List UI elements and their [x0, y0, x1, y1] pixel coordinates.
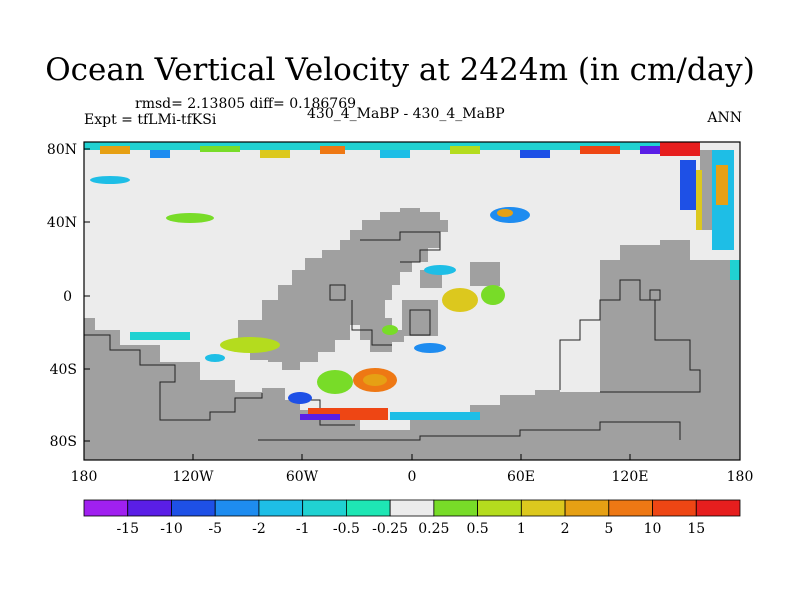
lon-tick-label: 0: [408, 469, 417, 485]
land-island-c: [402, 300, 438, 336]
colorbar-swatch: [652, 499, 697, 517]
lon-tick-label: 120W: [172, 469, 214, 485]
colorbar-label: -0.25: [372, 521, 408, 537]
colorbar-label: 2: [561, 521, 570, 537]
colorbar-swatch: [302, 499, 347, 517]
colorbar-label: 0.25: [418, 521, 449, 537]
lon-tick-label: 60W: [286, 469, 319, 485]
stats-label: rmsd= 2.13805 diff= 0.186769: [135, 96, 357, 112]
colorbar-swatch: [83, 499, 129, 517]
lon-tick-label: 60E: [507, 469, 535, 485]
lat-tick-label: 80N: [47, 142, 77, 158]
colorbar-swatch: [127, 499, 172, 517]
colorbar-swatch: [477, 499, 522, 517]
colorbar-label: 5: [604, 521, 613, 537]
colorbar-swatch: [345, 499, 391, 517]
land-island-b: [470, 262, 500, 286]
colorbar-label: -15: [116, 521, 139, 537]
colorbar-label: -5: [208, 521, 222, 537]
land-south: [84, 240, 740, 460]
colorbar-swatch: [171, 499, 216, 517]
colorbar-swatch: [389, 499, 435, 517]
lat-tick-label: 40S: [50, 362, 77, 378]
lat-tick-label: 80S: [50, 434, 77, 450]
colorbar-swatch: [564, 499, 610, 517]
map-panel: [83, 141, 741, 461]
colorbar-swatch: [695, 499, 741, 517]
experiment-label: Expt = tfLMi-tfKSi: [84, 112, 217, 128]
lat-axis: 80N 40N 0 40S 80S: [47, 142, 77, 450]
lat-tick-label: 0: [63, 289, 72, 305]
colorbar-label: -2: [252, 521, 266, 537]
land-masses: [84, 150, 740, 460]
lon-tick-label: 180: [71, 469, 98, 485]
colorbar-label: -10: [160, 521, 183, 537]
lon-tick-label: 180: [727, 469, 754, 485]
land-east-strip: [700, 150, 712, 230]
colorbar-swatch: [433, 499, 479, 517]
colorbar: [83, 499, 741, 517]
lon-tick-label: 120E: [612, 469, 649, 485]
colorbar-label: 1: [517, 521, 526, 537]
coastlines: [84, 231, 701, 441]
colorbar-label: -0.5: [333, 521, 360, 537]
case-label: 430_4_MaBP - 430_4_MaBP: [307, 106, 505, 122]
lon-axis: 180 120W 60W 0 60E 120E 180: [71, 469, 754, 485]
tick-marks: [83, 148, 741, 460]
colorbar-label: 10: [644, 521, 662, 537]
colorbar-swatch: [214, 499, 260, 517]
land-center: [238, 208, 448, 370]
colorbar-swatch: [258, 499, 304, 517]
colorbar-swatch: [520, 499, 566, 517]
colorbar-label: 15: [687, 521, 705, 537]
colorbar-label: -1: [296, 521, 310, 537]
lat-tick-label: 40N: [47, 215, 77, 231]
season-label: ANN: [707, 110, 742, 126]
colorbar-label: 0.5: [466, 521, 488, 537]
colorbar-labels: -15 -10 -5 -2 -1 -0.5 -0.25 0.25 0.5 1 2 5 10 15: [116, 521, 705, 537]
anomaly-patches: [84, 142, 740, 420]
colorbar-swatch: [608, 499, 653, 517]
chart-title: Ocean Vertical Velocity at 2424m (in cm/…: [45, 52, 755, 88]
